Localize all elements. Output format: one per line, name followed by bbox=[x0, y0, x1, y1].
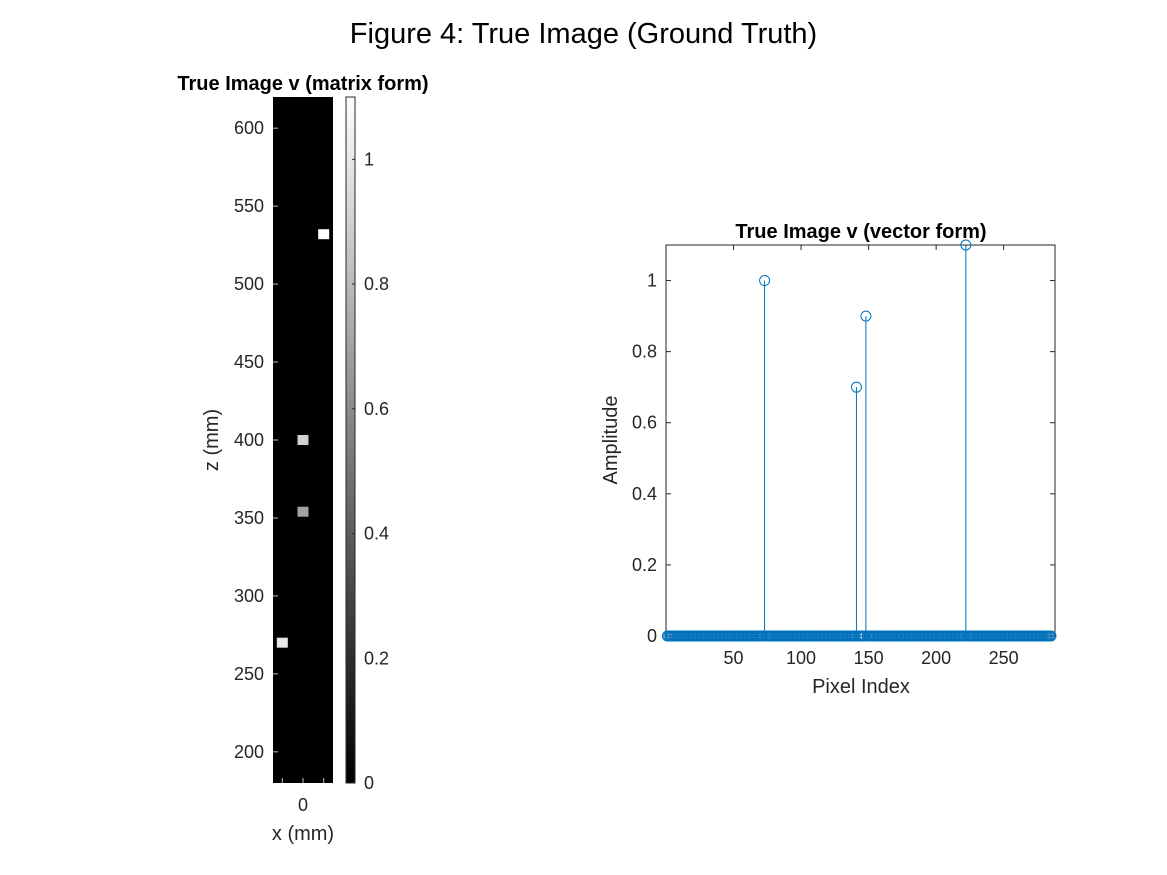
stem-y-tick-label-5: 1 bbox=[647, 271, 657, 291]
heatmap-y-tick-label-0: 200 bbox=[234, 742, 264, 762]
stem-plot-box bbox=[665, 244, 1056, 637]
heatmap-y-tick-label-2: 300 bbox=[234, 586, 264, 606]
colorbar-tick-label-3: 0.6 bbox=[364, 399, 389, 419]
heatmap-x-tick-label-0: 0 bbox=[298, 795, 308, 815]
stem-marker-147 bbox=[859, 630, 871, 642]
stem-x-tick-label-2: 150 bbox=[854, 648, 884, 668]
stem-marker-140 bbox=[849, 630, 861, 642]
heatmap-pixel-2 bbox=[297, 435, 309, 445]
heatmap-y-tick-label-8: 600 bbox=[234, 118, 264, 138]
stem-y-tick-label-0: 0 bbox=[647, 626, 657, 646]
heatmap-pixel-3 bbox=[318, 229, 330, 240]
stem-y-tick-label-3: 0.6 bbox=[632, 413, 657, 433]
stem-series bbox=[661, 239, 1057, 642]
stem-marker-285 bbox=[1045, 630, 1057, 642]
heatmap-x-label: x (mm) bbox=[272, 823, 334, 845]
heatmap-y-tick-label-6: 500 bbox=[234, 274, 264, 294]
stem-y-tick-label-1: 0.2 bbox=[632, 555, 657, 575]
stem-marker-73 bbox=[759, 275, 771, 287]
stem-marker-222 bbox=[960, 239, 972, 251]
figure-title: Figure 4: True Image (Ground Truth) bbox=[349, 18, 818, 50]
stem-y-tick-label-4: 0.8 bbox=[632, 342, 657, 362]
colorbar-tick-label-0: 0 bbox=[364, 773, 374, 793]
heatmap-y-label: z (mm) bbox=[201, 409, 223, 471]
colorbar-tick-label-5: 1 bbox=[364, 149, 374, 169]
colorbar-tick-label-2: 0.4 bbox=[364, 524, 389, 544]
heatmap-y-tick-label-1: 250 bbox=[234, 664, 264, 684]
stem-marker-141 bbox=[850, 381, 862, 393]
heatmap-y-tick-label-5: 450 bbox=[234, 352, 264, 372]
stem-x-tick-label-3: 200 bbox=[921, 648, 951, 668]
heatmap-pixel-0 bbox=[276, 637, 288, 648]
stem-x-tick-label-0: 50 bbox=[724, 648, 744, 668]
stem-panel: True Image v (vector form) 50 100 150 200 25… bbox=[600, 221, 1057, 698]
stem-y-tick-label-2: 0.4 bbox=[632, 484, 657, 504]
stem-y-label: Amplitude bbox=[600, 396, 622, 485]
heatmap-y-tick-label-3: 350 bbox=[234, 508, 264, 528]
stem-marker-221 bbox=[959, 630, 971, 642]
heatmap-title: True Image v (matrix form) bbox=[177, 73, 428, 95]
heatmap-ticks: 200 250 300 350 400 450 500 550 600 0 bbox=[234, 118, 325, 815]
colorbar-tick-label-4: 0.8 bbox=[364, 274, 389, 294]
stem-x-label: Pixel Index bbox=[812, 676, 910, 698]
heatmap-y-tick-label-7: 550 bbox=[234, 196, 264, 216]
heatmap-pixel-1 bbox=[297, 506, 309, 517]
stem-x-tick-label-1: 100 bbox=[786, 648, 816, 668]
stem-x-tick-label-4: 250 bbox=[989, 648, 1019, 668]
colorbar-ticks: 0 0.2 0.4 0.6 0.8 1 bbox=[352, 149, 389, 793]
heatmap-panel: True Image v (matrix form) 200 250 300 350 4… bbox=[177, 73, 428, 845]
colorbar-tick-label-1: 0.2 bbox=[364, 648, 389, 668]
stem-ticks: 50 100 150 200 250 0 0.2 0.4 0.6 0.8 1 bbox=[632, 245, 1055, 668]
heatmap-pixels bbox=[276, 229, 330, 648]
colorbar-gradient bbox=[345, 96, 356, 784]
colorbar: 0 0.2 0.4 0.6 0.8 1 bbox=[345, 96, 389, 793]
stem-title: True Image v (vector form) bbox=[735, 221, 986, 243]
stem-marker-148 bbox=[860, 310, 872, 322]
heatmap-y-tick-label-4: 400 bbox=[234, 430, 264, 450]
stem-marker-72 bbox=[757, 630, 769, 642]
